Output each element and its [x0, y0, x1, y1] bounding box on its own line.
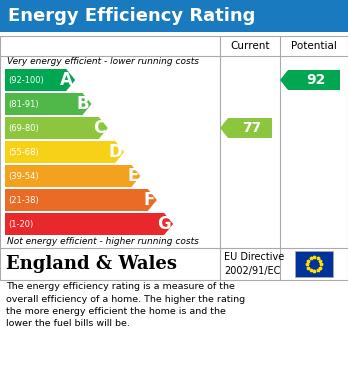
Text: (39-54): (39-54): [8, 172, 39, 181]
Polygon shape: [5, 93, 92, 115]
Polygon shape: [5, 189, 157, 211]
Text: The energy efficiency rating is a measure of the
overall efficiency of a home. T: The energy efficiency rating is a measur…: [6, 282, 245, 328]
Text: D: D: [109, 143, 122, 161]
Text: Not energy efficient - higher running costs: Not energy efficient - higher running co…: [7, 237, 199, 246]
Text: (92-100): (92-100): [8, 75, 44, 84]
Polygon shape: [5, 213, 173, 235]
Text: F: F: [143, 191, 155, 209]
Polygon shape: [220, 118, 272, 138]
Text: (69-80): (69-80): [8, 124, 39, 133]
Polygon shape: [5, 117, 108, 139]
Polygon shape: [5, 141, 124, 163]
Text: G: G: [157, 215, 171, 233]
Text: 92: 92: [306, 73, 326, 87]
Bar: [0, 0, 348, 32]
Bar: [0, 36, 348, 280]
Polygon shape: [5, 165, 141, 187]
Text: (21-38): (21-38): [8, 196, 39, 204]
Text: Energy Efficiency Rating: Energy Efficiency Rating: [8, 7, 255, 25]
Text: (81-91): (81-91): [8, 99, 39, 108]
Text: Very energy efficient - lower running costs: Very energy efficient - lower running co…: [7, 57, 199, 66]
Text: Current: Current: [230, 41, 270, 51]
Text: (55-68): (55-68): [8, 147, 39, 156]
Text: A: A: [60, 71, 73, 89]
Text: 77: 77: [242, 121, 262, 135]
Text: England & Wales: England & Wales: [6, 255, 177, 273]
Text: EU Directive
2002/91/EC: EU Directive 2002/91/EC: [224, 253, 284, 276]
Text: Potential: Potential: [291, 41, 337, 51]
Text: (1-20): (1-20): [8, 219, 33, 228]
Polygon shape: [280, 70, 340, 90]
Bar: [295, 251, 333, 277]
Text: B: B: [77, 95, 89, 113]
Text: C: C: [94, 119, 106, 137]
Polygon shape: [5, 69, 75, 91]
Text: E: E: [127, 167, 139, 185]
